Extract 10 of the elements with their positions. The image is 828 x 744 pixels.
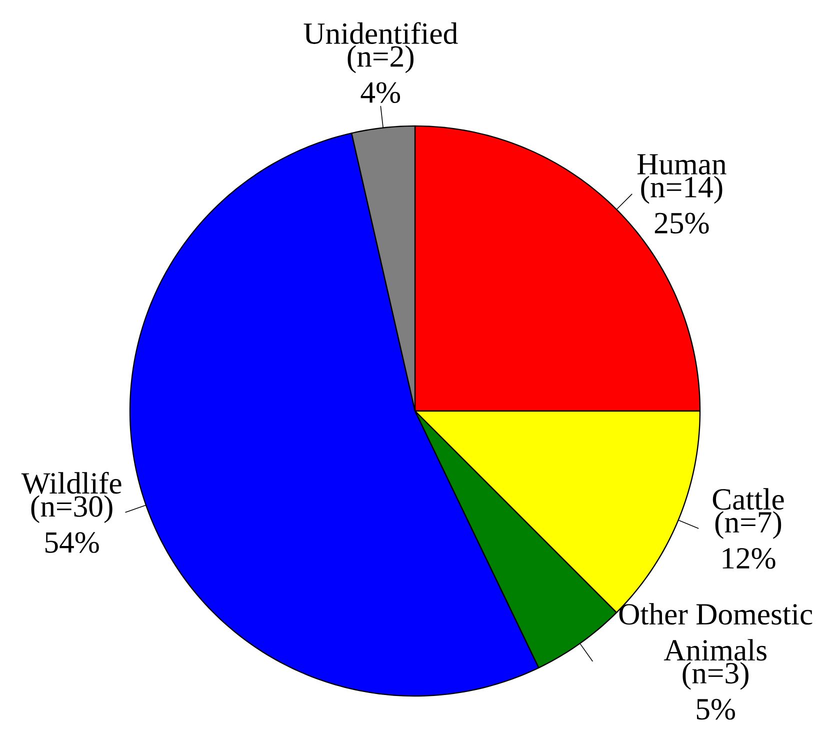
data-label: (n=30) 54%	[31, 495, 112, 553]
data-label: (n=7) 12%	[715, 511, 782, 569]
slice-label: Cattle	[712, 488, 784, 510]
data-label: (n=2) 4%	[348, 45, 414, 103]
data-label: (n=3) 5%	[682, 662, 748, 720]
data-label: (n=14) 25%	[641, 176, 722, 234]
slice-label: Wildlife	[21, 472, 122, 494]
slice-label: Human	[637, 154, 726, 175]
slice-label: Unidentified	[304, 22, 458, 44]
slice-label: Other Domestic Animals	[619, 603, 812, 661]
